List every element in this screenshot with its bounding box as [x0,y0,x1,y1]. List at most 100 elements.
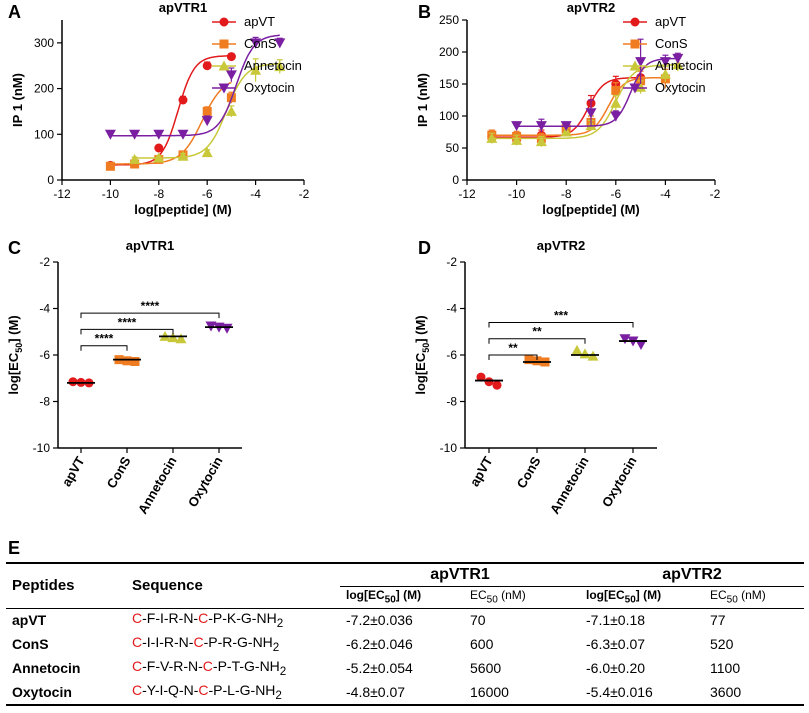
group-annetocin [159,330,187,344]
bracket-line [488,354,538,360]
ec50-summary-table: Peptides Sequence apVTR1 apVTR2 log[EC50… [6,562,804,706]
data-point [571,344,583,355]
legend-entry: apVT [244,14,275,29]
y-axis-label: log[EC50] (M) [6,315,24,394]
data-point [104,129,116,140]
r2-ec50: 520 [710,636,734,652]
data-point [202,106,212,116]
legend-marker [629,83,641,94]
data-point [221,323,233,334]
legend-entry: apVT [655,14,686,29]
data-point [610,97,622,108]
r1-ec50: 70 [470,612,486,629]
y-tick-label: -4 [39,302,50,316]
r2-ec50: 3600 [710,684,742,700]
legend-marker [218,83,230,94]
data-point [130,357,140,367]
data-point [225,105,237,116]
series-apvt [105,52,236,170]
peptide-sequence: C-I-I-R-N-C-P-R-G-NH2 [132,634,280,654]
legend-entry: ConS [244,36,277,51]
fit-curve [110,34,280,137]
peptide-name: Annetocin [12,660,81,676]
fit-curve [110,55,232,166]
data-point [635,340,647,351]
table-row: ConS C-I-I-R-N-C-P-R-G-NH2 -6.2±0.046 60… [6,632,804,656]
data-point [535,136,547,147]
chart-title: apVTR1 [159,0,207,15]
significance-label: **** [95,332,114,346]
legend-marker [218,60,230,71]
data-point [532,356,542,366]
significance-bracket: ** [488,341,538,360]
peptide-sequence: C-Y-I-Q-N-C-P-L-G-NH2 [132,682,282,702]
legend-marker [630,39,640,49]
data-point [250,38,262,49]
y-tick-label: 100 [34,127,54,141]
y-tick-label: -10 [440,441,458,455]
data-point [672,53,684,64]
y-tick-label: 250 [439,13,459,27]
x-tick-label: -4 [250,187,261,201]
x-axis-label: log[peptide] (M) [542,202,639,217]
x-tick-label: -12 [458,187,476,201]
header-ec50-r2: EC50 (nM) [710,586,804,609]
header-receptor-1: apVTR1 [340,564,580,587]
x-tick-label: -2 [710,187,721,201]
header-log-ec50-r2: log[EC50] (M) [580,586,710,609]
significance-bracket: *** [488,308,634,328]
data-point [484,377,494,387]
ec50-scatter-apvtr2: apVTR2 -10 -8 -6 -4 -2 log[EC50] (M) apVT ConS An… [413,238,657,517]
data-point [672,59,684,70]
group-oxytocin [619,334,647,351]
peptide-sequence: C-F-I-R-N-C-P-K-G-NH2 [132,610,284,631]
fit-curve [110,81,232,165]
x-tick-label: -10 [102,187,120,201]
r1-log-ec50: -4.8±0.07 [346,684,406,700]
fit-curve [491,64,678,140]
bracket-line [80,312,220,319]
legend-entry: ConS [655,36,688,51]
group-apvt [67,377,95,388]
x-tick-label: -8 [561,187,572,201]
x-category-label: ConS [104,454,134,491]
panel-label-a: A [8,2,21,22]
x-tick-label: -4 [660,187,671,201]
x-category-label: apVT [59,454,88,489]
y-tick-label: 0 [47,173,54,187]
y-tick-label: -8 [39,395,50,409]
table-row: Annetocin C-F-V-R-N-C-P-T-G-NH2 -5.2±0.0… [6,656,804,680]
r1-ec50: 5600 [470,660,502,676]
data-point [619,334,631,345]
r2-log-ec50: -5.4±0.016 [586,684,653,700]
data-point [611,85,621,95]
x-tick-label: -6 [202,187,213,201]
data-point [659,57,671,68]
data-point [153,152,165,163]
peptide-sequence: C-F-V-R-N-C-P-T-G-NH2 [132,658,287,678]
significance-bracket: **** [80,299,220,319]
dose-response-chart-apvtr1: apVTR1 -12 -10 -8 -6 -4 -2 0 100 200 300 log[peptid… [10,0,310,217]
y-tick-label: -2 [446,255,457,269]
bracket-line [488,321,634,328]
r1-log-ec50: -6.2±0.046 [346,636,413,652]
bracket-line [80,345,128,351]
x-category-label: Oxytocin [185,454,226,510]
significance-bracket: **** [80,315,174,335]
significance-bracket: ** [488,325,586,344]
data-point [486,132,498,143]
data-point [659,68,671,79]
data-point [476,372,486,382]
x-tick-label: -2 [299,187,310,201]
data-point [511,134,523,145]
data-point [201,116,213,127]
y-axis-label: IP 1 (nM) [10,73,25,127]
x-tick-label: -10 [508,187,526,201]
y-tick-label: 150 [439,77,459,91]
data-point [274,38,286,49]
group-oxytocin [205,321,233,334]
group-cons [523,355,551,367]
header-log-ec50-r1: log[EC50] (M) [340,586,470,609]
x-category-label: Oxytocin [599,454,640,510]
r1-ec50: 600 [470,636,494,652]
